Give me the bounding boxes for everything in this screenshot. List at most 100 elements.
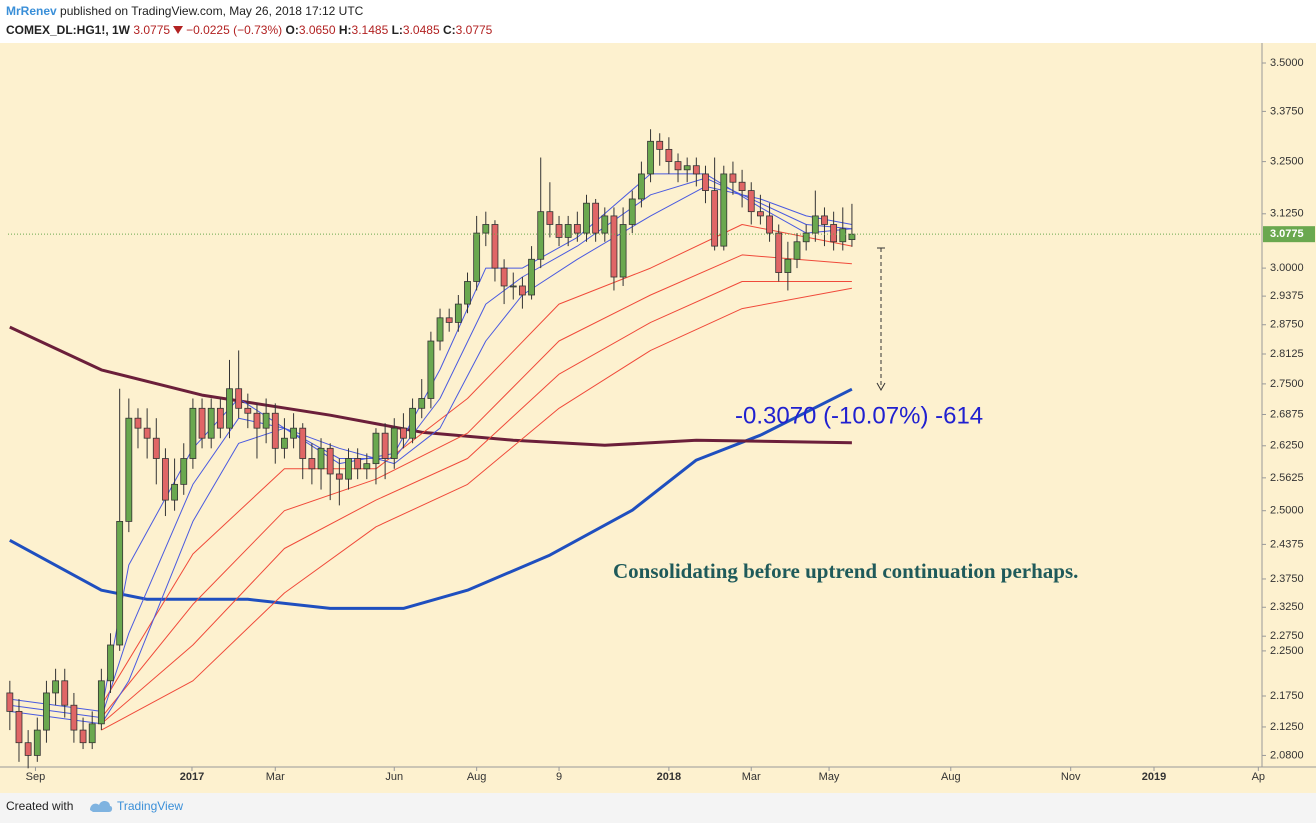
candle-body [189,407,197,459]
candle-body [546,211,554,225]
candle-body [628,198,636,225]
candle-body [180,458,188,485]
candle-body [802,232,810,243]
y-tick-label: 2.8750 [1270,319,1304,331]
candle-body [454,303,462,323]
price-label-box [1263,226,1315,243]
annotation: -0.3070 (-10.07%) -614 [735,402,983,429]
candle-body [88,723,96,744]
candle-body [592,202,600,234]
candle-body [491,224,499,269]
candle-body [363,463,371,470]
y-tick-label: 2.3750 [1270,573,1304,585]
x-tick-label: Ap [1252,771,1265,783]
candle-body [345,458,352,480]
field-key: O: [285,23,299,37]
x-tick-label: May [819,771,840,783]
x-tick-label: Sep [26,771,46,783]
candle-body [134,417,142,429]
candle-body [308,458,316,470]
candle-body [766,215,773,234]
y-tick-label: 3.0000 [1270,262,1304,274]
candle-body [500,267,508,287]
candle-body [207,407,215,439]
candle-body [116,520,124,646]
candle-body [775,232,783,273]
y-tick-label: 2.5625 [1270,472,1304,484]
y-tick-label: 3.2500 [1270,156,1304,168]
down-arrow [173,26,184,34]
candle-body [235,388,243,409]
moving-average [9,387,853,610]
candle-body [61,680,69,706]
published: published on TradingView.com, May 26, 20… [60,4,364,18]
candle-body [418,398,426,409]
field-key: H: [338,23,352,37]
x-tick-label: Mar [742,771,761,783]
candle-body [24,742,32,756]
field-value: 3.0775 [455,23,493,37]
x-tick-label: Aug [941,771,961,783]
candle-body [702,173,709,191]
moving-average [101,281,852,725]
candle-body [610,215,618,278]
candle-body [564,224,572,238]
candle-body [436,317,444,342]
publish-line: MrRenev published on TradingView.com, Ma… [6,4,363,18]
candle-body [519,285,526,296]
last: 3.0775 [133,23,171,37]
candle-body [6,692,14,712]
header: MrRenev published on TradingView.com, Ma… [0,0,1316,43]
author[interactable]: MrRenev [6,4,57,18]
measure-arrow [876,382,886,392]
candle-body [317,447,325,470]
candle-body [473,232,481,282]
candle-body [52,680,59,694]
candle-body [573,224,581,234]
candle-body [692,165,700,175]
candle-body [253,412,261,429]
candle-body [400,427,407,439]
candle-body [198,407,206,439]
ohlc-fields: O:3.0650 H:3.1485 L:3.0485 C:3.0775 [285,23,492,37]
y-tick-label: 3.1250 [1270,208,1304,220]
candle-body [15,710,23,744]
candle-body [711,190,719,247]
candle-body [390,427,398,459]
candle-body [848,233,856,240]
y-tick-label: 2.2750 [1270,630,1304,642]
y-tick-label: 2.4375 [1270,538,1304,550]
candle-body [354,458,362,470]
chart-background [0,43,1316,793]
candle-body [729,173,737,183]
x-tick-label: 2019 [1142,771,1166,783]
footer: Created with TradingView [0,793,1316,823]
moving-average [9,325,852,447]
candle-body [674,161,682,171]
candle-body [509,285,517,288]
candle-body [445,317,453,323]
candle-body [216,407,224,429]
field-value: 3.1485 [351,23,389,37]
candle-body [747,190,755,213]
candle-body [665,148,673,163]
candle-body [720,173,728,247]
symbol: COMEX_DL:HG1!, 1W [6,23,131,37]
brand[interactable]: TradingView [117,799,184,813]
candle-body [290,427,297,439]
logo [90,800,113,812]
candle-body [427,340,435,399]
candle-body [107,644,114,682]
candle-body [326,447,334,475]
candle-body [647,140,654,175]
x-tick-label: Mar [266,771,285,783]
x-tick-label: Nov [1061,771,1081,783]
field-key: C: [442,23,456,37]
candle-body [33,729,41,756]
candle-body [70,704,78,731]
field-key: L: [391,23,403,37]
candle-body [683,165,691,171]
created-with: Created with [6,799,74,813]
x-tick-label: 2018 [657,771,681,783]
